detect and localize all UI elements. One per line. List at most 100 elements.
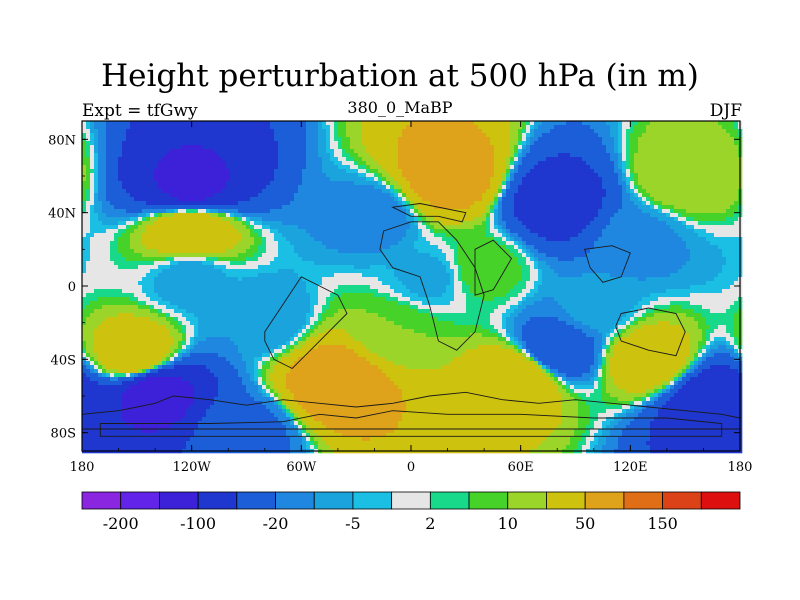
field-cell — [298, 361, 303, 366]
field-cell — [270, 209, 275, 214]
field-cell — [146, 221, 151, 226]
field-cell — [202, 285, 207, 290]
field-cell — [258, 193, 263, 198]
field-cell — [226, 417, 231, 422]
field-cell — [210, 233, 215, 238]
field-cell — [290, 361, 295, 366]
field-cell — [190, 381, 195, 386]
field-cell — [298, 269, 303, 274]
field-cell — [206, 325, 211, 330]
field-cell — [138, 169, 143, 174]
field-cell — [122, 225, 127, 230]
field-cell — [190, 193, 195, 198]
field-cell — [102, 409, 107, 414]
field-cell — [274, 173, 279, 178]
field-cell — [262, 173, 267, 178]
field-cell — [258, 377, 263, 382]
field-cell — [182, 265, 187, 270]
field-cell — [102, 417, 107, 422]
field-cell — [90, 349, 95, 354]
field-cell — [310, 341, 315, 346]
field-cell — [198, 409, 203, 414]
field-cell — [90, 377, 95, 382]
field-cell — [134, 285, 139, 290]
field-cell — [118, 165, 123, 170]
field-cell — [166, 441, 171, 446]
field-cell — [302, 285, 307, 290]
field-cell — [242, 177, 247, 182]
field-cell — [138, 413, 143, 418]
field-cell — [110, 337, 115, 342]
field-cell — [250, 325, 255, 330]
field-cell — [270, 437, 275, 442]
field-cell — [282, 229, 287, 234]
field-cell — [194, 185, 199, 190]
field-cell — [198, 189, 203, 194]
field-cell — [294, 193, 299, 198]
field-cell — [270, 297, 275, 302]
field-cell — [310, 173, 315, 178]
field-cell — [294, 333, 299, 338]
field-cell — [278, 241, 283, 246]
field-cell — [306, 441, 311, 446]
field-cell — [118, 129, 123, 134]
field-cell — [94, 297, 99, 302]
field-cell — [202, 269, 207, 274]
field-cell — [202, 401, 207, 406]
field-cell — [218, 445, 223, 450]
field-cell — [306, 349, 311, 354]
field-cell — [234, 213, 239, 218]
field-cell — [190, 213, 195, 218]
field-cell — [258, 269, 263, 274]
field-cell — [82, 161, 87, 166]
field-cell — [274, 373, 279, 378]
field-cell — [322, 137, 327, 142]
field-cell — [82, 229, 87, 234]
field-cell — [110, 429, 115, 434]
field-cell — [106, 125, 111, 130]
field-cell — [90, 261, 95, 266]
field-cell — [254, 125, 259, 130]
field-cell — [306, 305, 311, 310]
field-cell — [278, 205, 283, 210]
field-cell — [238, 425, 243, 430]
field-cell — [162, 181, 167, 186]
field-cell — [106, 133, 111, 138]
field-cell — [190, 141, 195, 146]
field-cell — [186, 137, 191, 142]
field-cell — [258, 257, 263, 262]
field-cell — [222, 309, 227, 314]
field-cell — [194, 381, 199, 386]
field-cell — [210, 405, 215, 410]
field-cell — [238, 245, 243, 250]
field-cell — [274, 321, 279, 326]
field-cell — [298, 261, 303, 266]
field-cell — [246, 201, 251, 206]
field-cell — [154, 181, 159, 186]
field-cell — [90, 413, 95, 418]
field-cell — [186, 213, 191, 218]
field-cell — [110, 397, 115, 402]
field-cell — [162, 269, 167, 274]
field-cell — [86, 357, 91, 362]
field-cell — [154, 369, 159, 374]
field-cell — [98, 189, 103, 194]
field-cell — [174, 361, 179, 366]
field-cell — [222, 369, 227, 374]
field-cell — [218, 413, 223, 418]
field-cell — [114, 389, 119, 394]
field-cell — [274, 253, 279, 258]
field-cell — [306, 401, 311, 406]
field-cell — [278, 441, 283, 446]
field-cell — [226, 237, 231, 242]
field-cell — [294, 357, 299, 362]
field-cell — [94, 129, 99, 134]
field-cell — [90, 209, 95, 214]
field-cell — [230, 205, 235, 210]
field-cell — [190, 137, 195, 142]
field-cell — [266, 237, 271, 242]
field-cell — [202, 297, 207, 302]
field-cell — [254, 401, 259, 406]
field-cell — [94, 249, 99, 254]
field-cell — [162, 221, 167, 226]
